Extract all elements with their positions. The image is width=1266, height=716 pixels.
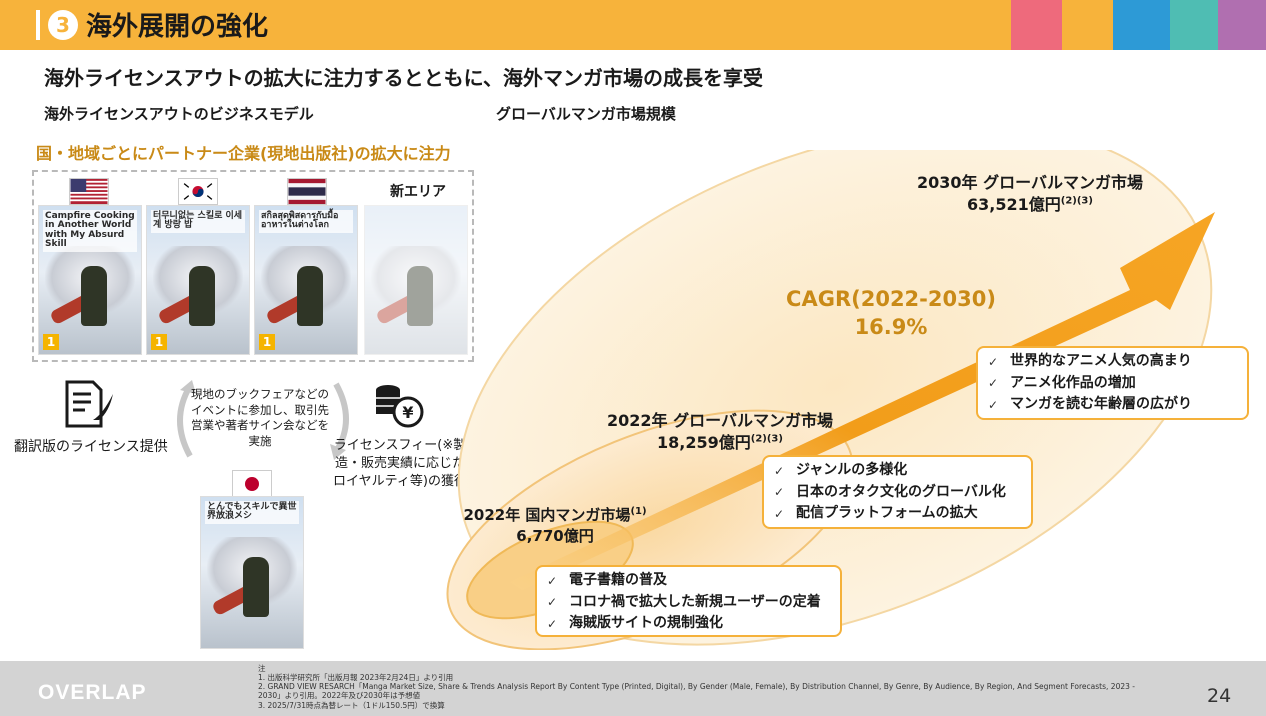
check-icon: ✓ xyxy=(774,463,785,478)
us-flag-icon xyxy=(69,178,109,205)
market-size-heading: グローバルマンガ市場規模 xyxy=(496,105,676,123)
cover-us: Campfire Cooking in Another World with M… xyxy=(38,205,142,355)
growth-drivers-2030: ✓ 世界的なアニメ人気の高まり ✓ アニメ化作品の増加 ✓ マンガを読む年齢層の広がり xyxy=(976,346,1249,420)
partner-focus-heading: 国・地域ごとにパートナー企業(現地出版社)の拡大に注力 xyxy=(36,144,451,163)
check-icon: ✓ xyxy=(547,616,558,631)
domestic-2022-note: (1) xyxy=(630,506,647,517)
footnote-2: 2. GRAND VIEW RESARCH「Manga Market Size,… xyxy=(258,682,1135,701)
list-item: ✓ 配信プラットフォームの拡大 xyxy=(774,503,1021,525)
market-2030-value: 63,521億円 xyxy=(967,194,1061,214)
cagr-value: 16.9% xyxy=(854,315,928,340)
check-icon: ✓ xyxy=(988,376,999,391)
market-2030-label: 2030年 グローバルマンガ市場 63,521億円(2)(3) xyxy=(880,172,1180,215)
footnote-3: 3. 2025/7/31時点為替レート（1ドル150.5円）で換算 xyxy=(258,700,445,710)
list-item: ✓ コロナ禍で拡大した新規ユーザーの定着 xyxy=(547,592,830,614)
title-tick xyxy=(36,9,40,40)
domestic-2022-title: 2022年 国内マンガ市場 xyxy=(463,506,631,524)
thailand-flag-icon xyxy=(287,178,327,205)
check-icon: ✓ xyxy=(988,354,999,369)
cover-new-area xyxy=(364,205,468,355)
check-icon: ✓ xyxy=(774,506,785,521)
color-swatch-purple xyxy=(1218,0,1266,50)
list-item: ✓ 電子書籍の普及 xyxy=(547,570,830,592)
check-icon: ✓ xyxy=(774,485,785,500)
flow-arrow-down-icon xyxy=(330,382,349,460)
cover-japan: とんでもスキルで異世界放浪メシ xyxy=(200,496,304,649)
cover-thailand: สกิลสุดพิสดารกับมื้ออาหารในต่างโลก 1 xyxy=(254,205,358,355)
japan-flag-icon xyxy=(232,470,272,497)
footnotes: 注 1. 出版科学研究所「出版月報 2023年2月24日」より引用 2. GRA… xyxy=(258,664,1158,710)
list-item: ✓ 世界的なアニメ人気の高まり xyxy=(988,351,1237,373)
volume-badge: 1 xyxy=(151,334,167,350)
cover-title: とんでもスキルで異世界放浪メシ xyxy=(205,501,299,524)
cagr-title: CAGR(2022-2030) xyxy=(786,287,996,311)
page-title: 海外展開の強化 xyxy=(86,12,269,42)
cover-korea: 터무니없는 스킬로 이세계 방랑 밥 1 xyxy=(146,205,250,355)
list-item: ✓ マンガを読む年齢層の広がり xyxy=(988,394,1237,416)
check-icon: ✓ xyxy=(547,573,558,588)
global-2022-label: 2022年 グローバルマンガ市場 18,259億円(2)(3) xyxy=(590,410,850,453)
global-2022-title: 2022年 グローバルマンガ市場 xyxy=(607,411,833,430)
color-swatch-blue xyxy=(1113,0,1170,50)
license-fee-label: ライセンスフィー(※製造・販売実績に応じたロイヤルティ等)の獲得 xyxy=(333,438,467,490)
growth-drivers-domestic: ✓ 電子書籍の普及 ✓ コロナ禍で拡大した新規ユーザーの定着 ✓ 海賊版サイトの規制強… xyxy=(535,565,842,637)
check-icon: ✓ xyxy=(547,595,558,610)
business-model-heading: 海外ライセンスアウトのビジネスモデル xyxy=(44,105,314,123)
list-item: ✓ ジャンルの多様化 xyxy=(774,460,1021,482)
color-swatch-teal xyxy=(1170,0,1218,50)
title-group: 3 海外展開の強化 xyxy=(36,6,268,43)
license-provision-label: 翻訳版のライセンス提供 xyxy=(14,439,168,455)
company-logo: OVERLAP xyxy=(38,681,147,704)
slide-subtitle: 海外ライセンスアウトの拡大に注力するとともに、海外マンガ市場の成長を享受 xyxy=(44,66,763,90)
footnotes-title: 注 xyxy=(258,664,266,673)
license-document-icon xyxy=(65,380,113,428)
footnote-1: 1. 出版科学研究所「出版月報 2023年2月24日」より引用 xyxy=(258,673,454,683)
market-2030-note: (2)(3) xyxy=(1060,195,1093,207)
new-area-label: 新エリア xyxy=(390,184,446,200)
cover-title: สกิลสุดพิสดารกับมื้ออาหารในต่างโลก xyxy=(259,210,353,233)
cover-title: 터무니없는 스킬로 이세계 방랑 밥 xyxy=(151,210,245,233)
volume-badge: 1 xyxy=(43,334,59,350)
cover-title: Campfire Cooking in Another World with M… xyxy=(43,210,137,252)
footer-bar xyxy=(0,661,1266,716)
growth-drivers-global: ✓ ジャンルの多様化 ✓ 日本のオタク文化のグローバル化 ✓ 配信プラットフォームの拡… xyxy=(762,455,1033,529)
svg-text:¥: ¥ xyxy=(402,403,413,422)
check-icon: ✓ xyxy=(988,397,999,412)
activity-description: 現地のブックフェアなどのイベントに参加し、取引先営業や著者サイン会などを実施 xyxy=(191,387,329,448)
color-swatch-yellow xyxy=(1062,0,1113,50)
cagr-label: CAGR(2022-2030) 16.9% xyxy=(766,285,1016,342)
global-2022-note: (2)(3) xyxy=(750,433,783,445)
domestic-2022-value: 6,770億円 xyxy=(516,527,594,545)
list-item: ✓ 海賊版サイトの規制強化 xyxy=(547,613,830,635)
global-2022-value: 18,259億円 xyxy=(657,432,751,452)
page-number: 24 xyxy=(1207,685,1232,707)
korea-flag-icon xyxy=(178,178,218,205)
list-item: ✓ 日本のオタク文化のグローバル化 xyxy=(774,482,1021,504)
covers-panel xyxy=(32,170,474,362)
yen-coins-icon: ¥ xyxy=(376,385,424,428)
volume-badge: 1 xyxy=(259,334,275,350)
section-number-badge: 3 xyxy=(48,9,78,40)
domestic-2022-label: 2022年 国内マンガ市場(1) 6,770億円 xyxy=(440,505,670,547)
list-item: ✓ アニメ化作品の増加 xyxy=(988,373,1237,395)
growth-arrow xyxy=(510,212,1215,590)
color-swatch-pink xyxy=(1011,0,1062,50)
flow-arrow-up-icon xyxy=(177,380,196,458)
market-2030-title: 2030年 グローバルマンガ市場 xyxy=(917,173,1143,192)
